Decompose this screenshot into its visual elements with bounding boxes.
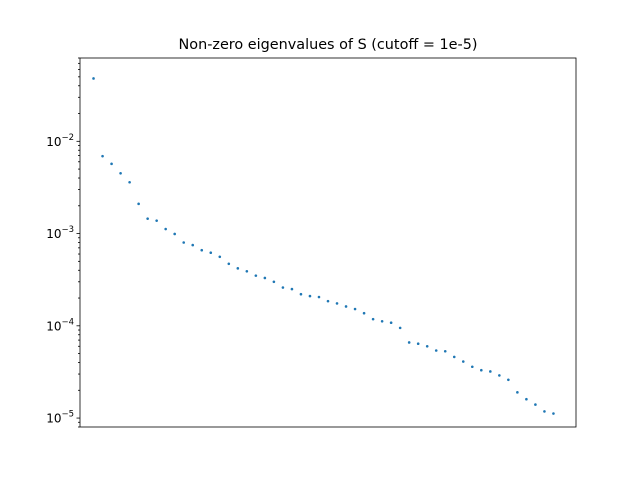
data-point [146,217,149,220]
data-point [534,403,537,406]
data-point [173,232,176,236]
data-point [362,311,366,315]
data-point [425,344,429,348]
data-point [254,274,258,277]
data-point [507,378,510,382]
chart-title: Non-zero eigenvalues of S (cutoff = 1e-5… [179,37,478,53]
data-point [516,391,519,394]
data-point [263,276,267,280]
data-point [525,397,528,401]
data-point [308,294,312,298]
data-point [498,374,501,377]
y-tick-label: 10−5 [46,410,74,426]
data-point [335,302,339,305]
data-point [380,319,384,323]
y-tick-base: 10 [46,319,61,333]
data-point [182,241,186,244]
data-point [281,286,285,289]
data-point [461,360,465,363]
data-point [272,280,276,284]
data-point [489,370,492,373]
data-point [443,349,447,353]
y-tick-exponent: −2 [61,133,74,143]
data-point [317,295,321,299]
data-point [164,227,167,231]
data-point [245,269,249,273]
data-point [407,341,411,344]
plot-frame [79,57,577,428]
y-tick-label: 10−4 [46,317,74,333]
data-series [92,77,555,415]
data-point [155,219,158,222]
data-point [92,77,95,80]
data-point [101,154,104,158]
data-point [389,321,393,325]
y-tick-label: 10−3 [46,225,74,241]
data-point [434,349,438,352]
data-point [543,410,546,413]
data-point [236,267,240,270]
data-point [452,355,456,359]
data-point [218,255,222,259]
data-point [326,299,330,303]
data-point [137,202,140,206]
data-point [371,317,375,321]
y-tick-exponent: −4 [61,317,74,327]
data-point [552,412,555,415]
data-point [398,326,402,330]
data-point [470,365,474,369]
y-tick-base: 10 [46,227,61,241]
data-point [416,342,420,345]
y-tick-base: 10 [46,412,61,426]
data-point [191,243,195,247]
y-tick-exponent: −3 [61,225,74,235]
y-tick-label: 10−2 [46,133,74,149]
y-tick-base: 10 [46,135,61,149]
data-point [200,248,204,252]
data-point [110,162,113,166]
data-point [227,262,231,266]
data-point [299,292,303,296]
data-point [480,368,483,372]
data-point [353,307,357,311]
data-point [128,180,131,184]
data-point [290,287,294,291]
data-point [209,251,213,255]
y-tick-exponent: −5 [61,410,74,420]
data-point [344,305,348,308]
data-point [119,172,122,175]
